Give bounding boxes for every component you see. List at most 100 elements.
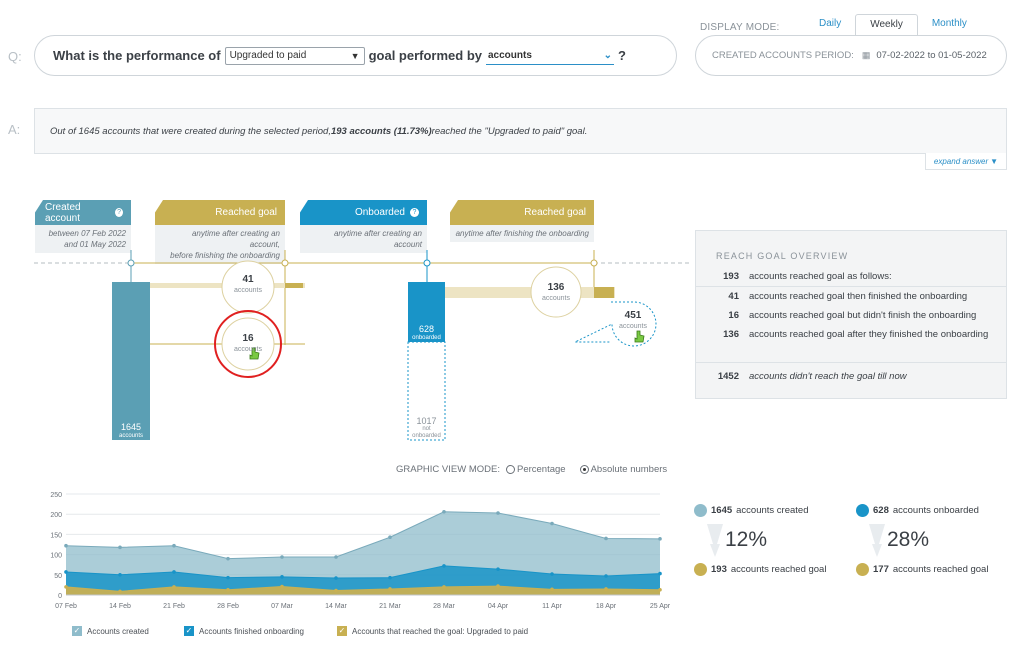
- legend-item-created[interactable]: ✓ Accounts created: [72, 626, 149, 636]
- x-tick-label: 28 Feb: [217, 603, 239, 610]
- overview-text: accounts reached goal but didn't finish …: [749, 310, 977, 321]
- data-point[interactable]: [334, 588, 338, 593]
- x-tick-label: 04 Apr: [488, 603, 509, 610]
- data-point[interactable]: [604, 574, 608, 578]
- data-point[interactable]: [118, 589, 122, 594]
- data-point[interactable]: [388, 575, 392, 580]
- data-point[interactable]: [334, 576, 338, 580]
- stage-created-sub-1: between 07 Feb 2022: [48, 229, 126, 238]
- legend-item-goal[interactable]: ✓ Accounts that reached the goal: Upgrad…: [337, 626, 528, 636]
- data-point[interactable]: [118, 545, 122, 550]
- data-point[interactable]: [442, 585, 446, 589]
- data-point[interactable]: [280, 575, 284, 579]
- expand-answer-button[interactable]: expand answer ▼: [925, 153, 1007, 170]
- graphic-view-mode: GRAPHIC VIEW MODE: Percentage Absolute n…: [396, 464, 667, 475]
- stage-goal-1: Reached goal anytime after creating an a…: [155, 200, 285, 264]
- overview-text: accounts reached goal then finished the …: [749, 291, 968, 302]
- stage-node: [281, 259, 289, 267]
- graphic-view-label: GRAPHIC VIEW MODE:: [396, 464, 500, 475]
- overview-row: 1452 accounts didn't reach the goal till …: [696, 371, 1006, 382]
- stage-onboarded-sub-1: anytime after creating an account: [333, 229, 422, 249]
- checkbox-icon: ✓: [337, 626, 347, 636]
- question-part2: goal performed by: [368, 48, 482, 63]
- tab-weekly[interactable]: Weekly: [855, 14, 918, 36]
- not-onboarded-unit-2: onboarded: [412, 433, 441, 439]
- data-point[interactable]: [280, 584, 284, 589]
- data-point[interactable]: [334, 555, 338, 559]
- overview-num: 136: [723, 329, 739, 340]
- data-point[interactable]: [64, 570, 68, 574]
- stage-onboarded-sub: anytime after creating an account: [300, 225, 427, 253]
- data-point[interactable]: [658, 571, 662, 576]
- question-prefix: Q:: [8, 49, 22, 64]
- data-point[interactable]: [658, 537, 662, 541]
- data-point[interactable]: [658, 587, 662, 592]
- legend-label: Accounts finished onboarding: [199, 626, 304, 636]
- data-point[interactable]: [550, 587, 554, 592]
- data-point[interactable]: [442, 564, 446, 568]
- data-point[interactable]: [496, 584, 500, 588]
- data-point[interactable]: [172, 543, 176, 548]
- bubble-41-count: 41: [242, 274, 254, 285]
- data-point[interactable]: [388, 587, 392, 591]
- chevron-down-icon: ⌄: [603, 49, 612, 61]
- radio-percentage[interactable]: Percentage: [505, 464, 566, 475]
- goal-select[interactable]: Upgraded to paid ▼: [224, 46, 365, 65]
- radio-absolute[interactable]: Absolute numbers: [579, 464, 667, 475]
- data-point[interactable]: [118, 573, 122, 577]
- conversion-pct-right: 28%: [887, 528, 930, 551]
- data-point[interactable]: [226, 587, 230, 592]
- x-tick-label: 14 Mar: [325, 603, 347, 610]
- entity-select[interactable]: accounts ⌄: [486, 47, 614, 65]
- data-point[interactable]: [496, 511, 500, 515]
- data-point[interactable]: [172, 585, 176, 589]
- series-line: [65, 585, 661, 592]
- data-point[interactable]: [64, 543, 68, 548]
- tab-monthly[interactable]: Monthly: [931, 18, 967, 29]
- bubble-16[interactable]: [221, 317, 275, 371]
- data-point[interactable]: [172, 570, 176, 574]
- data-point[interactable]: [280, 555, 284, 559]
- flow-band-end: [285, 283, 303, 288]
- legend-label: Accounts that reached the goal: Upgraded…: [352, 626, 529, 636]
- calendar-icon: ▦: [861, 50, 871, 60]
- x-tick-label: 28 Mar: [433, 603, 455, 610]
- bubble-136: [530, 266, 582, 318]
- data-point[interactable]: [604, 536, 608, 541]
- data-point[interactable]: [550, 521, 554, 526]
- data-point[interactable]: [550, 572, 554, 576]
- stage-goal-2: Reached goal anytime after finishing the…: [450, 200, 594, 242]
- bubble-16-count: 16: [242, 333, 254, 344]
- answer-text-2: reached the "Upgraded to paid" goal.: [431, 125, 588, 137]
- data-point[interactable]: [388, 535, 392, 540]
- bubble-451[interactable]: [574, 301, 657, 347]
- overview-row: 193 accounts reached goal as follows:: [696, 271, 1006, 282]
- conversion-pct-left: 12%: [725, 528, 768, 551]
- created-bar: [112, 282, 150, 440]
- data-point[interactable]: [226, 556, 230, 561]
- flow-band-end: [594, 287, 614, 298]
- data-point[interactable]: [442, 509, 446, 514]
- overview-num: 16: [728, 310, 739, 321]
- stage-onboarded-header: Onboarded ?: [300, 200, 427, 225]
- stage-goal-1-sub: anytime after creating an account, befor…: [155, 225, 285, 264]
- stage-created-header: Created account ?: [35, 200, 131, 225]
- stage-node: [590, 259, 598, 267]
- x-tick-label: 25 Apr: [650, 603, 671, 610]
- goal-select-value: Upgraded to paid: [229, 50, 307, 61]
- legend-item-onboarding[interactable]: ✓ Accounts finished onboarding: [184, 626, 304, 636]
- data-point[interactable]: [64, 585, 68, 589]
- data-point[interactable]: [226, 575, 230, 580]
- arrow-down-icon: [707, 524, 723, 557]
- data-point[interactable]: [604, 587, 608, 591]
- period-range: 07-02-2022 to 01-05-2022: [876, 50, 987, 61]
- tab-daily[interactable]: Daily: [819, 18, 842, 29]
- bubble-41: [221, 260, 275, 314]
- answer-box: Out of 1645 accounts that were created d…: [34, 108, 1007, 154]
- stage-goal-2-sub: anytime after finishing the onboarding: [450, 225, 594, 242]
- period-box[interactable]: CREATED ACCOUNTS PERIOD: ▦ 07-02-2022 to…: [695, 35, 1007, 76]
- stat-goal-left: 193 accounts reached goal: [694, 563, 826, 576]
- stage-goal-2-header: Reached goal: [450, 200, 594, 225]
- y-tick-label: 100: [50, 553, 62, 560]
- data-point[interactable]: [496, 567, 500, 571]
